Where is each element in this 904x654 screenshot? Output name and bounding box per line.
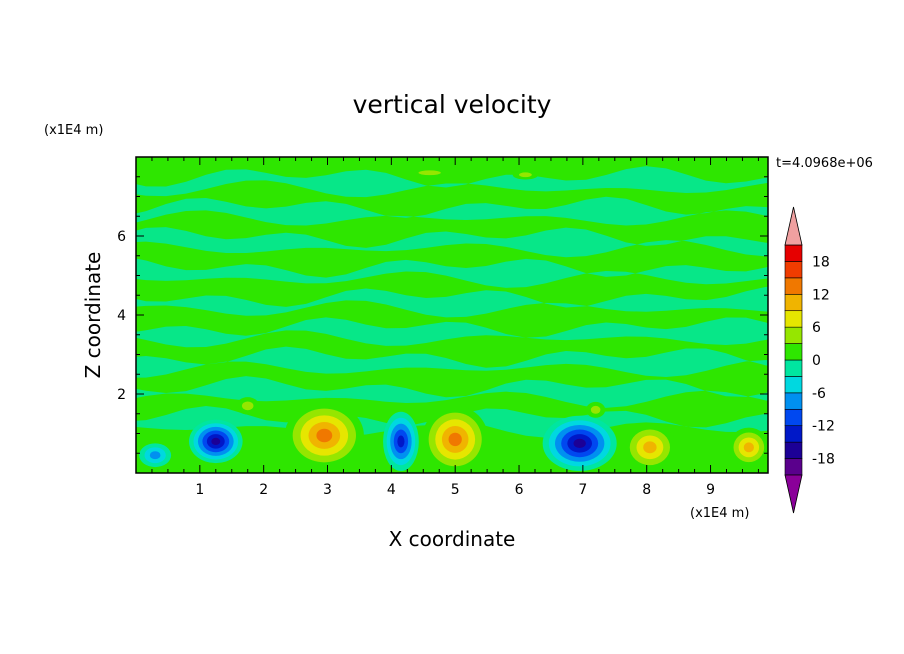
texture-band bbox=[136, 196, 768, 226]
time-label: t=4.0968e+06 bbox=[776, 156, 873, 171]
colorbar-band bbox=[784, 261, 803, 279]
contour-level bbox=[519, 172, 532, 178]
x-tick-label: 2 bbox=[259, 482, 268, 498]
texture-band bbox=[136, 166, 768, 198]
texture-band bbox=[136, 258, 768, 288]
colorbar-band bbox=[784, 392, 803, 410]
x-tick-label: 3 bbox=[323, 482, 332, 498]
velocity-cell bbox=[542, 415, 617, 472]
contour-level bbox=[418, 170, 441, 176]
colorbar-band bbox=[784, 293, 803, 312]
y-tick-label: 4 bbox=[117, 308, 126, 324]
velocity-cell bbox=[728, 427, 768, 468]
colorbar-band bbox=[784, 408, 803, 427]
velocity-cell bbox=[407, 168, 452, 178]
velocity-cell bbox=[421, 405, 489, 473]
y-units-label: (x1E4 m) bbox=[44, 123, 103, 138]
x-tick-label: 5 bbox=[451, 482, 460, 498]
colorbar-min-arrow bbox=[784, 474, 803, 514]
velocity-cell bbox=[284, 401, 364, 470]
texture-band bbox=[136, 376, 768, 408]
x-tick-label: 8 bbox=[642, 482, 651, 498]
velocity-cell bbox=[236, 397, 260, 415]
texture-band bbox=[136, 317, 768, 348]
contour-level bbox=[241, 401, 254, 411]
x-axis-label: X coordinate bbox=[389, 527, 516, 551]
x-tick-label: 9 bbox=[706, 482, 715, 498]
contour-level bbox=[149, 451, 161, 460]
velocity-cell bbox=[623, 423, 677, 472]
x-tick-label: 6 bbox=[515, 482, 524, 498]
colorbar-band bbox=[784, 425, 803, 443]
colorbar: 18 12 6 0 -6 -12 -18 bbox=[784, 206, 835, 514]
colorbar-label: -18 bbox=[812, 452, 835, 468]
velocity-cell bbox=[139, 443, 172, 468]
colorbar-band bbox=[784, 326, 803, 344]
colorbar-label: 6 bbox=[812, 320, 821, 336]
colorbar-band bbox=[784, 458, 803, 476]
colorbar-band bbox=[784, 310, 803, 328]
texture-band bbox=[136, 406, 768, 438]
band-texture bbox=[136, 166, 768, 438]
y-tick-label: 2 bbox=[117, 387, 126, 403]
contour-level bbox=[643, 441, 657, 454]
x-tick-label: 7 bbox=[578, 482, 587, 498]
velocity-cell bbox=[512, 170, 539, 180]
contour-level bbox=[590, 405, 601, 414]
colorbar-band bbox=[784, 359, 803, 377]
contour-level bbox=[211, 437, 221, 446]
colorbar-label: 18 bbox=[812, 254, 830, 270]
y-tick-label: 6 bbox=[117, 229, 126, 245]
colorbar-label: 12 bbox=[812, 287, 830, 303]
x-tick-label: 1 bbox=[195, 482, 204, 498]
velocity-cell bbox=[188, 419, 243, 464]
chart-title: vertical velocity bbox=[353, 90, 552, 119]
plot-area bbox=[136, 157, 768, 473]
texture-band bbox=[136, 227, 768, 258]
contour-level bbox=[397, 435, 405, 448]
colorbar-label: -12 bbox=[812, 419, 835, 435]
velocity-cells bbox=[139, 168, 768, 473]
colorbar-label: 0 bbox=[812, 353, 821, 369]
colorbar-band bbox=[784, 244, 803, 262]
contour-level bbox=[448, 432, 462, 447]
y-axis-label: Z coordinate bbox=[81, 252, 105, 379]
colorbar-band bbox=[784, 441, 803, 459]
texture-band bbox=[136, 346, 768, 378]
colorbar-label: -6 bbox=[812, 386, 826, 402]
colorbar-band bbox=[784, 343, 803, 361]
contour-level bbox=[573, 438, 586, 448]
colorbar-band bbox=[784, 277, 803, 295]
x-tick-label: 4 bbox=[387, 482, 396, 498]
x-units-label: (x1E4 m) bbox=[690, 506, 749, 521]
texture-band bbox=[136, 286, 768, 318]
axis-ticks: 1 2 3 4 5 6 7 8 9 2 4 6 bbox=[117, 156, 768, 498]
colorbar-band bbox=[784, 376, 803, 394]
colorbar-max-arrow bbox=[784, 206, 803, 246]
contour-level bbox=[316, 428, 333, 443]
velocity-cell bbox=[383, 411, 419, 472]
contour-level bbox=[743, 442, 754, 453]
velocity-cell bbox=[586, 401, 606, 418]
